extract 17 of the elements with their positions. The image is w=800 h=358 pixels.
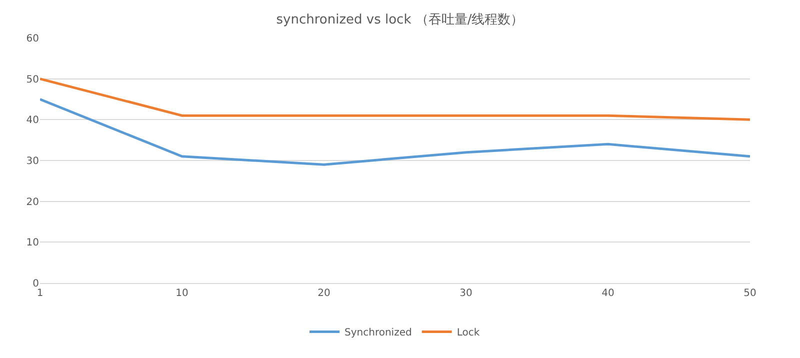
y-tick-label: 20 [26, 196, 39, 208]
x-tick-label: 10 [176, 288, 188, 299]
y-tick-label: 10 [26, 238, 39, 249]
y-tick-label: 40 [26, 115, 39, 126]
x-tick-label: 20 [318, 288, 330, 299]
x-tick-label: 50 [744, 288, 756, 299]
x-tick-label: 1 [36, 288, 44, 299]
y-tick-label: 50 [26, 74, 39, 86]
y-tick-label: 30 [26, 156, 39, 167]
y-tick-label: 60 [26, 34, 39, 44]
legend-label: Synchronized [344, 328, 412, 339]
y-tick-label: 0 [32, 278, 39, 290]
line-series [40, 98, 750, 166]
chart-title: synchronized vs lock （吞吐量/线程数） [276, 12, 524, 28]
x-tick-label: 30 [460, 288, 472, 299]
x-tick-label: 40 [602, 288, 614, 299]
legend-label: Lock [456, 328, 480, 339]
